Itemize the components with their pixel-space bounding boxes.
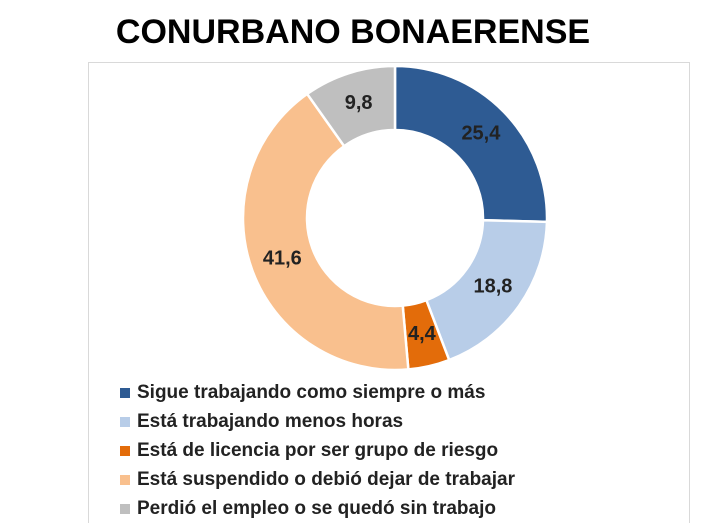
donut-slice (305, 64, 397, 148)
value-label: 4,4 (408, 323, 437, 345)
legend-swatch (120, 475, 130, 485)
legend-label: Perdió el empleo o se quedó sin trabajo (137, 498, 496, 519)
legend-label: Está trabajando menos horas (137, 411, 403, 432)
chart-frame (88, 62, 690, 523)
donut-slice (393, 64, 549, 224)
legend-label: Está de licencia por ser grupo de riesgo (137, 440, 498, 461)
value-label: 25,4 (461, 123, 501, 145)
legend-label: Sigue trabajando como siempre o más (137, 382, 485, 403)
legend-label: Está suspendido o debió dejar de trabaja… (137, 469, 516, 490)
legend-swatch (120, 388, 130, 398)
donut-slice (241, 92, 410, 372)
legend-swatch (120, 417, 130, 427)
value-label: 9,8 (345, 92, 373, 114)
value-label: 18,8 (473, 276, 512, 298)
legend-swatch (120, 446, 130, 456)
value-label: 41,6 (263, 248, 302, 270)
chart-title: CONURBANO BONAERENSE (116, 13, 590, 51)
legend-swatch (120, 504, 130, 514)
